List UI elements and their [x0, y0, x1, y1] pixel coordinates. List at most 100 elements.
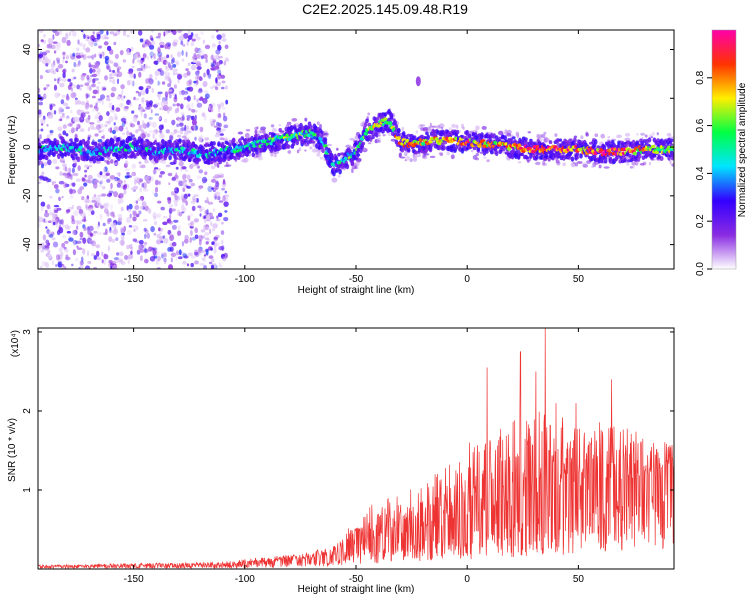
spectrogram-band-mark [412, 135, 417, 140]
spectrogram-speckle [151, 87, 154, 94]
spectrogram-speckle [118, 219, 122, 223]
spectrogram-speckle [186, 174, 191, 180]
spectrogram-speckle [64, 248, 69, 253]
spectrogram-speckle [62, 72, 66, 79]
spectrogram-speckle [188, 108, 192, 111]
spectrogram-speckle [52, 241, 59, 248]
spectrogram-speckle [169, 204, 174, 208]
spectrogram-speckle [138, 86, 144, 91]
spectrogram-speckle [475, 153, 480, 156]
spectrogram-speckle [154, 192, 159, 198]
spectrogram-band-mark [228, 143, 232, 147]
spectrogram-speckle [203, 254, 207, 257]
spectrogram-speckle [169, 161, 176, 165]
spectrogram-speckle [142, 186, 147, 191]
spectrogram-speckle [47, 159, 52, 166]
spectrogram-speckle [136, 67, 143, 72]
spectrogram-speckle [486, 159, 490, 163]
spectrogram-speckle [539, 133, 543, 138]
spectrogram-speckle [186, 41, 189, 46]
spectrogram-speckle [47, 178, 52, 183]
spectrogram-speckle [543, 131, 547, 135]
spectrogram-speckle [76, 47, 80, 52]
spectrogram-speckle [86, 94, 90, 98]
spectrogram-speckle [90, 210, 95, 216]
spectrogram-speckle [221, 80, 226, 84]
spectrogram-band-mark [400, 147, 405, 153]
spectrogram-speckle [546, 138, 550, 142]
spectrogram-speckle [576, 161, 583, 164]
spectrogram-speckle [103, 41, 109, 46]
spectrogram-speckle [158, 227, 161, 232]
spectrogram-speckle [71, 127, 75, 134]
spectrogram-speckle [38, 87, 41, 93]
spectrogram-speckle [182, 180, 187, 188]
spectrogram-speckle [206, 197, 209, 201]
spectrogram-speckle [448, 127, 452, 130]
spectrogram-speckle [174, 72, 179, 75]
spectrogram-band-mark [394, 124, 399, 129]
spectrogram-speckle [42, 161, 48, 167]
spectrogram-speckle [436, 125, 441, 129]
spectrogram-speckle [594, 133, 599, 137]
spectrogram-speckle [168, 182, 171, 186]
spectrogram-speckle [636, 132, 639, 136]
spectrogram-speckle [99, 54, 102, 59]
spectrogram-speckle [144, 159, 149, 164]
spectrogram-speckle [72, 31, 77, 37]
spectrogram-speckle [120, 207, 124, 212]
spectrogram-speckle [194, 227, 198, 234]
spectrogram-speckle [59, 171, 63, 176]
spectrogram-band-mark [44, 155, 49, 160]
spectrogram-speckle [96, 86, 100, 90]
spectrogram-speckle [555, 159, 560, 164]
spectrogram-speckle [104, 75, 108, 81]
spectrogram-speckle [414, 154, 420, 158]
spectrogram-speckle [159, 54, 162, 61]
spectrogram-speckle [138, 239, 144, 245]
spectrogram-speckle [112, 69, 115, 73]
spectrogram-speckle [127, 254, 134, 260]
spectrogram-speckle [50, 62, 56, 68]
spectrogram-speckle [210, 247, 214, 251]
spectrogram-speckle [74, 162, 77, 166]
spectrogram-speckle [145, 78, 150, 84]
spectrogram-speckle [139, 38, 144, 43]
spectrogram-band-mark [207, 159, 211, 165]
spectrogram-speckle [113, 178, 117, 182]
spectrogram-speckle [111, 238, 116, 243]
spectrogram-speckle [91, 95, 96, 99]
spectrogram-band-mark [425, 131, 429, 136]
spectrogram-speckle [112, 228, 119, 235]
spectrogram-speckle [79, 231, 84, 238]
spectrogram-speckle [113, 157, 117, 161]
spectrogram-speckle [127, 71, 133, 75]
spectrogram-speckle [178, 212, 183, 217]
spectrogram-speckle [78, 42, 84, 47]
spectrogram-speckle [291, 118, 298, 122]
spectrogram-band-mark [320, 132, 324, 139]
spectrogram-speckle [140, 124, 145, 128]
spectrogram-band-mark [575, 156, 580, 160]
spectrogram-speckle [212, 223, 218, 229]
spectrogram-speckle [137, 198, 143, 201]
spectrogram-speckle [180, 166, 183, 172]
spectrogram-speckle [113, 126, 119, 132]
spectrogram-speckle [116, 172, 121, 176]
spectrogram-speckle [196, 165, 200, 169]
spectrogram-speckle [136, 226, 139, 232]
spectrogram-speckle [118, 251, 124, 257]
spectrogram-speckle [228, 139, 232, 144]
spectrogram-speckle [52, 70, 56, 75]
spectrogram-speckle [39, 176, 44, 181]
spectrogram-speckle [554, 133, 558, 137]
spectrogram-speckle [214, 161, 218, 167]
spectrogram-band-mark [592, 154, 597, 158]
spectrogram-speckle [100, 205, 104, 209]
spectrogram-speckle [171, 241, 177, 247]
spectrogram-speckle [150, 41, 156, 46]
spectrogram-speckle [80, 74, 85, 81]
spectrogram-speckle [517, 161, 522, 164]
spectrogram-speckle [65, 95, 70, 101]
spectrogram-speckle [175, 255, 178, 261]
